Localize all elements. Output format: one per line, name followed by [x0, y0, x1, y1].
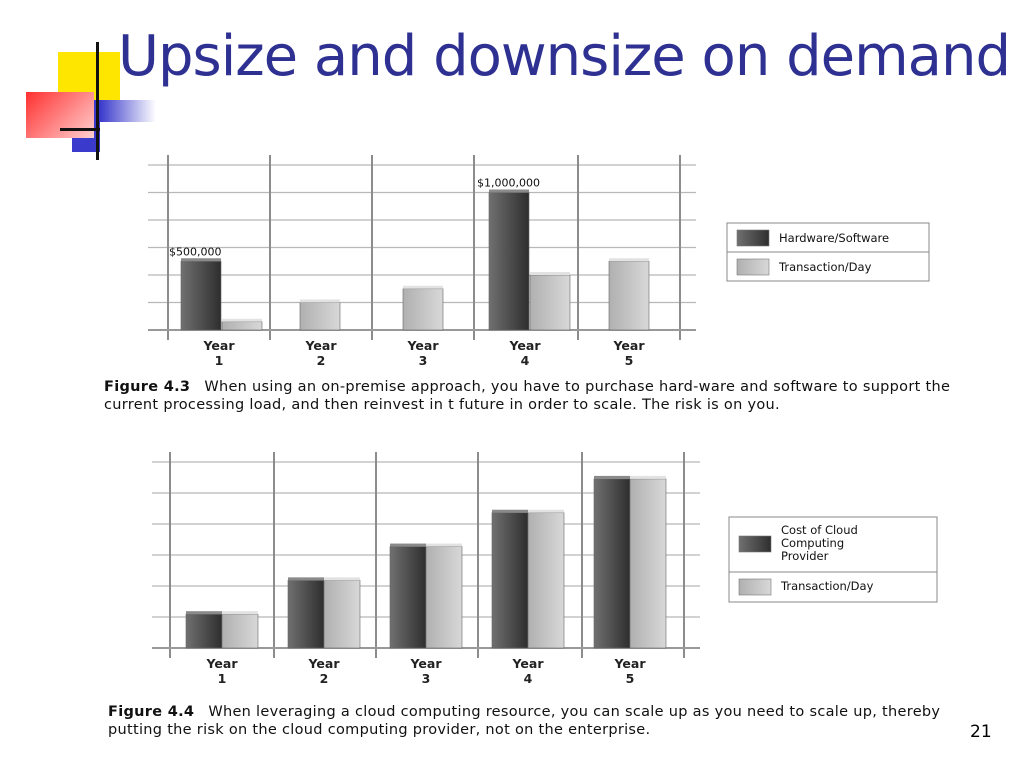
- tick-label: Year: [305, 338, 338, 353]
- figure-caption-text: When using an on-premise approach, you h…: [104, 379, 951, 413]
- horizontal-line: [60, 128, 100, 131]
- vertical-line: [96, 42, 99, 160]
- bar-top: [403, 285, 443, 289]
- tick-label: 4: [521, 353, 530, 368]
- tick-label: 5: [625, 353, 634, 368]
- figure-caption: Figure 4.3 When using an on-premise appro…: [104, 378, 964, 414]
- bar-top: [300, 299, 340, 303]
- tick-label: Year: [203, 338, 236, 353]
- tick-label: Year: [613, 338, 646, 353]
- tick-label: Year: [512, 656, 545, 671]
- data-label: $500,000: [169, 245, 222, 258]
- bar-top: [288, 577, 324, 581]
- bar: [389, 546, 427, 649]
- bar-top: [630, 475, 666, 479]
- legend-swatch: [736, 258, 770, 276]
- tick-label: 4: [524, 671, 533, 686]
- chart-bars: [185, 475, 667, 649]
- corner-decoration: [0, 0, 160, 160]
- tick-label: Year: [509, 338, 542, 353]
- bar-top: [390, 543, 426, 547]
- bar: [491, 512, 529, 649]
- figure-number: Figure 4.4: [108, 704, 195, 720]
- chart-bars: [180, 189, 650, 331]
- bar-top: [528, 509, 564, 513]
- bar: [221, 613, 259, 649]
- bar: [608, 260, 650, 331]
- bar: [529, 274, 571, 331]
- legend-label: Transaction/Day: [778, 260, 872, 274]
- figure-number: Figure 4.3: [104, 379, 191, 395]
- bar: [287, 580, 325, 649]
- bar: [180, 260, 222, 331]
- legend-swatch: [738, 578, 772, 596]
- chart-labels: Year1Year2Year3Year4Year5$500,000$1,000,…: [169, 177, 645, 369]
- tick-label: 1: [215, 353, 224, 368]
- tick-label: 3: [419, 353, 428, 368]
- slide-number: 21: [970, 722, 992, 742]
- bar-top: [609, 258, 649, 262]
- tick-label: 5: [626, 671, 635, 686]
- tick-label: Year: [206, 656, 239, 671]
- legend-label: Computing: [781, 536, 844, 550]
- legend-label: Cost of Cloud: [781, 523, 858, 537]
- bar-top: [489, 189, 529, 193]
- figure-caption-text: When leveraging a cloud computing resour…: [108, 704, 941, 738]
- bar: [425, 546, 463, 649]
- legend-label: Transaction/Day: [780, 579, 874, 593]
- tick-label: 3: [422, 671, 431, 686]
- bar-top: [530, 272, 570, 275]
- legend-swatch: [738, 535, 772, 553]
- tick-label: Year: [614, 656, 647, 671]
- bar-top: [492, 509, 528, 513]
- tick-label: Year: [308, 656, 341, 671]
- bar: [593, 478, 631, 649]
- bar-top: [594, 475, 630, 479]
- data-label: $1,000,000: [477, 177, 540, 190]
- tick-label: Year: [407, 338, 440, 353]
- tick-label: 2: [320, 671, 329, 686]
- legend-label: Provider: [781, 549, 829, 563]
- bar-top: [222, 611, 258, 615]
- bar: [488, 192, 530, 331]
- tick-label: 2: [317, 353, 326, 368]
- legend-label: Hardware/Software: [779, 231, 889, 245]
- bar: [629, 478, 667, 649]
- bar-top: [426, 543, 462, 547]
- chart-legend: Hardware/Software Transaction/Day: [726, 222, 930, 282]
- bar-top: [222, 318, 262, 322]
- slide-title: Upsize and downsize on demand: [118, 24, 1011, 89]
- bar-top: [186, 611, 222, 615]
- bar-top: [324, 577, 360, 581]
- tick-label: 1: [218, 671, 227, 686]
- tick-label: Year: [410, 656, 443, 671]
- blue-bar: [100, 100, 156, 122]
- bar-top: [181, 258, 221, 262]
- figure-caption: Figure 4.4 When leveraging a cloud comput…: [108, 703, 958, 739]
- bar: [402, 288, 444, 331]
- bar: [323, 580, 361, 649]
- bar: [527, 512, 565, 649]
- legend-swatch: [736, 229, 770, 247]
- bar: [185, 613, 223, 649]
